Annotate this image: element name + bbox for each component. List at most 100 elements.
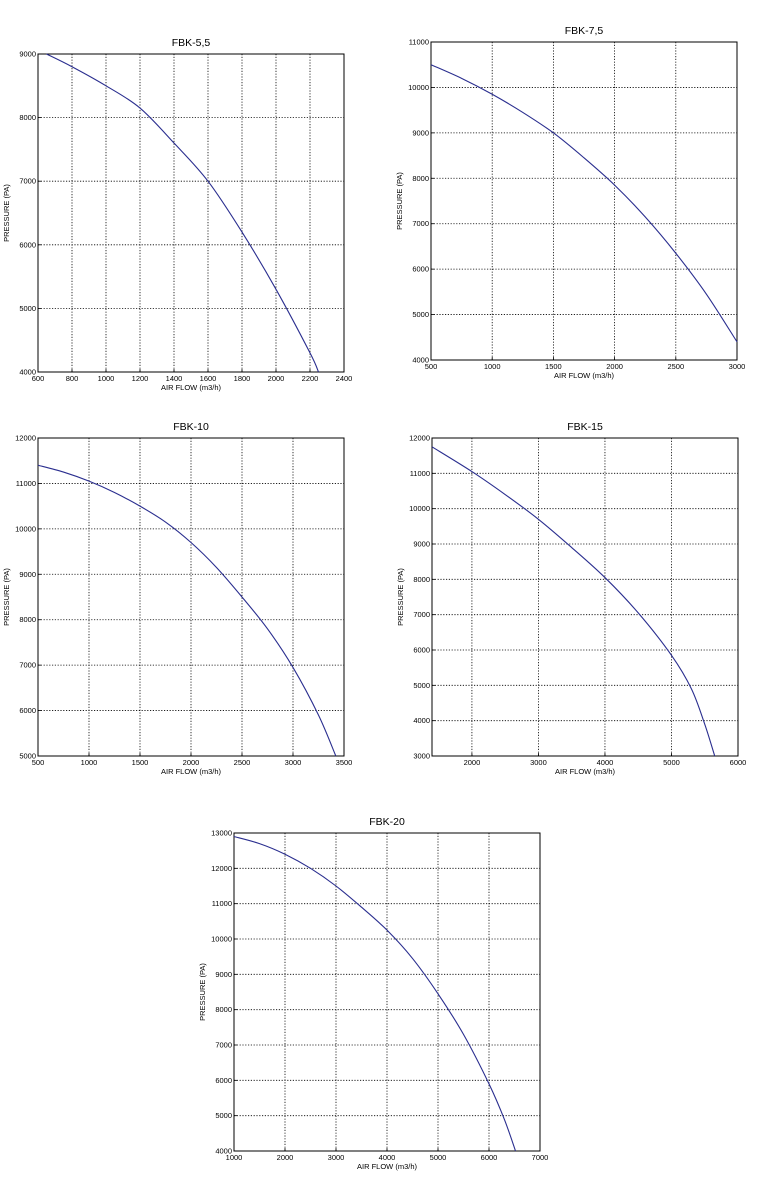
x-tick-label: 3000 — [285, 758, 302, 767]
y-tick-label: 10000 — [15, 524, 36, 533]
x-axis-label: AIR FLOW (m3/h) — [161, 767, 222, 776]
y-tick-label: 5000 — [19, 752, 36, 761]
y-tick-label: 4000 — [412, 356, 429, 365]
x-tick-label: 2200 — [302, 374, 319, 383]
x-tick-label: 600 — [32, 374, 45, 383]
x-tick-label: 7000 — [532, 1153, 549, 1162]
y-tick-label: 13000 — [211, 829, 232, 838]
chart-svg: FBK-5,5 600 800 1000 1200 1400 1600 1800 2000 220… — [2, 37, 353, 392]
x-tick-label: 1800 — [234, 374, 251, 383]
x-tick-label: 6000 — [730, 758, 747, 767]
plot-frame — [430, 41, 738, 361]
y-tick-label: 5000 — [412, 310, 429, 319]
y-tick-label: 11000 — [16, 479, 36, 488]
y-tick-label: 5000 — [215, 1111, 232, 1120]
y-axis-label: PRESSURE (PA) — [2, 568, 11, 626]
chart-svg: FBK-10 500 1000 1500 2000 2500 3000 3500 5000 600… — [2, 421, 353, 776]
x-tick-label: 5000 — [663, 758, 680, 767]
y-tick-label: 7000 — [413, 610, 430, 619]
y-tick-label: 7000 — [412, 219, 429, 228]
y-tick-label: 8000 — [19, 113, 36, 122]
chart-title: FBK-7,5 — [565, 25, 604, 37]
plot-frame — [37, 53, 345, 373]
x-axis-label: AIR FLOW (m3/h) — [161, 383, 222, 392]
y-tick-label: 7000 — [215, 1041, 232, 1050]
x-tick-label: 1000 — [81, 758, 98, 767]
y-tick-label: 10000 — [408, 83, 429, 92]
y-tick-label: 9000 — [19, 570, 36, 579]
x-tick-label: 1400 — [166, 374, 183, 383]
y-axis-label: PRESSURE (PA) — [2, 184, 11, 242]
x-tick-label: 3000 — [328, 1153, 345, 1162]
x-tick-label: 500 — [32, 758, 45, 767]
y-tick-label: 4000 — [215, 1147, 232, 1156]
y-axis-label: PRESSURE (PA) — [198, 963, 207, 1021]
y-tick-label: 9000 — [413, 540, 430, 549]
x-axis-label: AIR FLOW (m3/h) — [554, 371, 615, 380]
y-tick-label: 5000 — [413, 681, 430, 690]
x-tick-label: 1000 — [226, 1153, 243, 1162]
x-tick-label: 1500 — [132, 758, 149, 767]
chart-svg: FBK-7,5 500 1000 1500 2000 2500 3000 4000 5000 60… — [395, 25, 746, 380]
y-tick-label: 7000 — [19, 661, 36, 670]
y-tick-label: 10000 — [409, 504, 430, 513]
y-tick-label: 5000 — [19, 304, 36, 313]
x-tick-label: 5000 — [430, 1153, 447, 1162]
y-tick-label: 8000 — [412, 174, 429, 183]
y-tick-label: 4000 — [19, 368, 36, 377]
y-tick-label: 12000 — [211, 864, 232, 873]
x-tick-label: 2000 — [464, 758, 481, 767]
series-line — [37, 464, 337, 757]
x-tick-label: 3000 — [530, 758, 547, 767]
y-tick-label: 12000 — [409, 434, 430, 443]
x-tick-label: 1000 — [484, 362, 501, 371]
y-tick-label: 10000 — [211, 935, 232, 944]
chart-fbk-15: FBK-15 2000 3000 4000 5000 6000 3000 4000 5000 60… — [394, 414, 758, 776]
y-tick-label: 3000 — [413, 752, 430, 761]
x-tick-label: 2500 — [667, 362, 684, 371]
y-tick-label: 12000 — [15, 434, 36, 443]
series-line — [233, 836, 517, 1152]
x-tick-label: 2000 — [277, 1153, 294, 1162]
y-tick-label: 11000 — [409, 38, 429, 47]
y-tick-label: 9000 — [215, 970, 232, 979]
y-tick-label: 11000 — [410, 469, 430, 478]
chart-svg: FBK-15 2000 3000 4000 5000 6000 3000 4000 5000 60… — [396, 421, 747, 776]
y-tick-label: 6000 — [19, 240, 36, 249]
chart-svg: FBK-20 1000 2000 3000 4000 5000 6000 7000 4000 50… — [198, 816, 549, 1171]
x-axis-label: AIR FLOW (m3/h) — [555, 767, 616, 776]
x-tick-label: 1600 — [200, 374, 217, 383]
y-tick-label: 6000 — [215, 1076, 232, 1085]
y-tick-label: 8000 — [215, 1005, 232, 1014]
series-line — [430, 64, 738, 343]
x-tick-label: 800 — [66, 374, 79, 383]
x-tick-label: 6000 — [481, 1153, 498, 1162]
series-line — [431, 446, 716, 757]
y-tick-label: 6000 — [412, 265, 429, 274]
y-tick-label: 8000 — [19, 615, 36, 624]
chart-title: FBK-20 — [369, 816, 405, 828]
x-tick-label: 2400 — [336, 374, 353, 383]
plot-frame — [431, 437, 739, 757]
y-axis-label: PRESSURE (PA) — [396, 568, 405, 626]
chart-fbk-20: FBK-20 1000 2000 3000 4000 5000 6000 7000 4000 50… — [196, 809, 561, 1171]
x-tick-label: 2000 — [268, 374, 285, 383]
x-tick-label: 500 — [425, 362, 438, 371]
series-line — [46, 53, 320, 373]
x-tick-label: 4000 — [379, 1153, 396, 1162]
x-tick-label: 3500 — [336, 758, 353, 767]
y-tick-label: 6000 — [19, 706, 36, 715]
chart-fbk-7-5: FBK-7,5 500 1000 1500 2000 2500 3000 4000 5000 60… — [393, 18, 758, 380]
y-axis-label: PRESSURE (PA) — [395, 172, 404, 230]
y-tick-label: 9000 — [412, 128, 429, 137]
y-tick-label: 7000 — [19, 177, 36, 186]
chart-title: FBK-15 — [567, 421, 603, 433]
x-tick-label: 1500 — [545, 362, 562, 371]
y-tick-label: 9000 — [19, 50, 36, 59]
chart-title: FBK-5,5 — [172, 37, 211, 49]
x-tick-label: 4000 — [597, 758, 614, 767]
chart-fbk-10: FBK-10 500 1000 1500 2000 2500 3000 3500 5000 600… — [0, 414, 365, 776]
x-tick-label: 3000 — [729, 362, 746, 371]
y-tick-label: 4000 — [413, 716, 430, 725]
y-tick-label: 11000 — [212, 899, 232, 908]
